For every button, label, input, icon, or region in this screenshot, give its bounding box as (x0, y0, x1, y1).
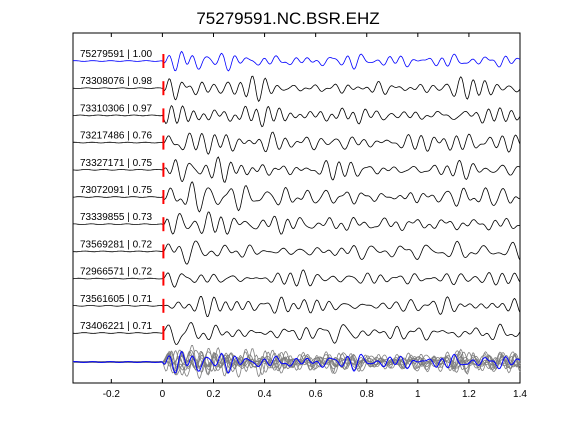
x-axis: -0.2 0 0.2 0.4 0.6 0.8 1 1.2 1.4 (103, 33, 527, 400)
trace-label-1: 75279591 | 1.00 (80, 49, 153, 60)
stack-overlay-trace-2 (72, 348, 521, 378)
trace-6 (72, 181, 521, 213)
x-tick-label-1: 0 (160, 389, 166, 400)
trace-label-4: 73217486 | 0.76 (80, 131, 153, 142)
trace-label-7: 73339855 | 0.73 (80, 212, 153, 223)
trace-10 (72, 296, 521, 318)
trace-label-9: 72966571 | 0.72 (80, 267, 153, 278)
trace-labels-group: 75279591 | 1.00 73308076 | 0.98 73310306 |… (80, 49, 153, 332)
trace-label-10: 73561605 | 0.71 (80, 294, 153, 305)
trace-label-11: 73406221 | 0.71 (80, 321, 153, 332)
trace-1 (73, 50, 521, 72)
trace-label-3: 73310306 | 0.97 (80, 103, 153, 114)
plot-frame (72, 32, 521, 384)
x-tick-label-2: 0.2 (207, 389, 221, 400)
trace-label-2: 73308076 | 0.98 (80, 76, 153, 87)
x-tick-label-4: 0.6 (309, 389, 323, 400)
trace-label-6: 73072091 | 0.75 (80, 185, 153, 196)
trace-7 (72, 211, 521, 235)
trace-label-8: 73569281 | 0.72 (80, 239, 153, 250)
trace-2 (72, 75, 521, 102)
trace-9 (72, 269, 521, 288)
x-tick-label-3: 0.4 (258, 389, 272, 400)
x-tick-label-8: 1.4 (513, 389, 527, 400)
x-tick-label-0: -0.2 (103, 389, 121, 400)
trace-11 (72, 322, 521, 345)
trace-4 (72, 131, 521, 155)
x-tick-label-5: 0.8 (360, 389, 374, 400)
trace-label-5: 73327171 | 0.75 (80, 158, 153, 169)
trace-8 (72, 240, 521, 265)
x-tick-label-7: 1.2 (462, 389, 476, 400)
stack-reference-trace (72, 350, 521, 374)
trace-3 (72, 104, 521, 128)
chart-title: 75279591.NC.BSR.EHZ (196, 9, 380, 28)
x-tick-label-6: 1 (415, 389, 421, 400)
traces-group (72, 50, 521, 380)
trace-5 (72, 156, 521, 183)
